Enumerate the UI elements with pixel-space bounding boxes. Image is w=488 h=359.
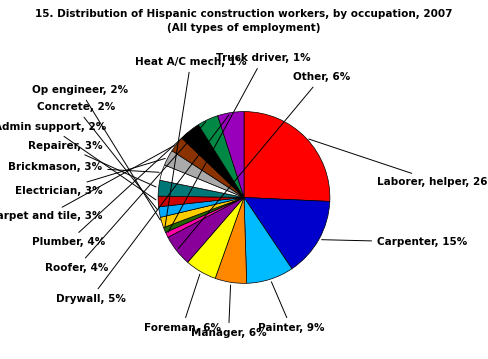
Text: Electrician, 3%: Electrician, 3% [15,158,165,196]
Wedge shape [188,197,244,278]
Text: Laborer, helper, 26%: Laborer, helper, 26% [309,139,488,187]
Wedge shape [172,138,244,197]
Text: Repairer, 3%: Repairer, 3% [28,141,156,187]
Wedge shape [215,197,246,283]
Wedge shape [244,197,292,283]
Wedge shape [160,165,244,197]
Text: (All types of employment): (All types of employment) [167,23,321,33]
Wedge shape [161,197,244,228]
Text: Brickmason, 3%: Brickmason, 3% [8,162,159,172]
Text: Roofer, 4%: Roofer, 4% [45,122,206,273]
Wedge shape [165,197,244,237]
Wedge shape [182,125,244,197]
Wedge shape [244,197,330,269]
Text: Painter, 9%: Painter, 9% [258,282,325,333]
Text: Carpet and tile, 3%: Carpet and tile, 3% [0,145,174,222]
Wedge shape [159,197,244,217]
Wedge shape [163,197,244,233]
Text: Drywall, 5%: Drywall, 5% [56,115,229,304]
Wedge shape [199,116,244,197]
Text: Foreman, 6%: Foreman, 6% [143,274,221,333]
Text: Admin support, 2%: Admin support, 2% [0,122,156,200]
Text: Concrete, 2%: Concrete, 2% [37,102,158,210]
Text: Manager, 6%: Manager, 6% [191,285,266,338]
Text: 15. Distribution of Hispanic construction workers, by occupation, 2007: 15. Distribution of Hispanic constructio… [35,9,453,19]
Text: Carpenter, 15%: Carpenter, 15% [322,237,468,247]
Text: Truck driver, 1%: Truck driver, 1% [168,53,310,232]
Wedge shape [164,151,244,197]
Text: Other, 6%: Other, 6% [179,72,350,248]
Wedge shape [168,197,244,262]
Text: Plumber, 4%: Plumber, 4% [32,133,188,247]
Wedge shape [244,112,330,201]
Wedge shape [158,196,244,207]
Text: Op engineer, 2%: Op engineer, 2% [32,85,161,220]
Wedge shape [158,180,244,197]
Text: Heat A/C mech, 1%: Heat A/C mech, 1% [135,57,246,227]
Wedge shape [218,112,244,197]
